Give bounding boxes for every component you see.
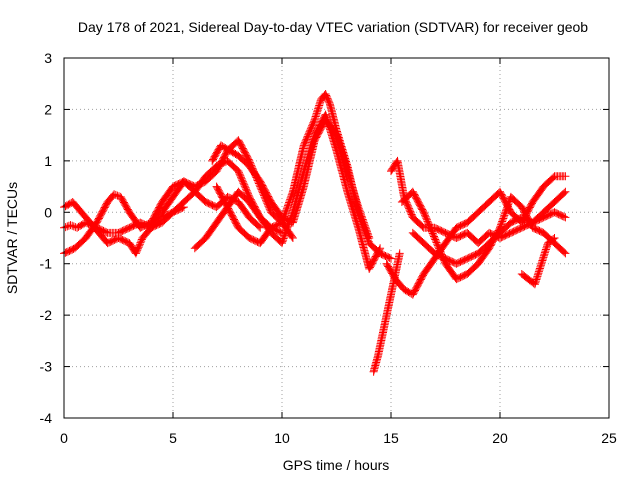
x-tick-label: 5 [169, 430, 177, 446]
series-track [208, 115, 374, 242]
axis-layer: 0 5 10 15 20 25 -4 -3 -2 -1 0 1 2 3 [40, 50, 617, 446]
series-track [408, 208, 570, 268]
x-tick-label: 25 [601, 430, 617, 446]
plot-frame [63, 57, 610, 419]
series-markers [517, 234, 559, 289]
y-tick-label: -3 [40, 359, 53, 375]
y-tick-label: -4 [40, 410, 53, 426]
series-markers [212, 182, 297, 248]
y-tick-label: 0 [44, 204, 52, 220]
x-tick-label: 15 [383, 430, 399, 446]
chart-title: Day 178 of 2021, Sidereal Day-to-day VTE… [78, 19, 588, 35]
data-layer [60, 90, 570, 376]
y-axis-label: SDTVAR / TECUs [4, 182, 20, 294]
y-tick-label: -2 [40, 307, 53, 323]
x-axis-label: GPS time / hours [283, 457, 390, 473]
y-tick-label: 3 [44, 50, 52, 66]
y-tick-label: 1 [44, 153, 52, 169]
y-tick-label: -1 [40, 256, 53, 272]
x-tick-label: 20 [492, 430, 508, 446]
x-tick-label: 0 [60, 430, 68, 446]
series-track [517, 234, 559, 289]
series-markers [408, 208, 570, 268]
x-tick-label: 10 [274, 430, 290, 446]
series-track [212, 182, 297, 248]
series-markers [208, 115, 374, 242]
y-tick-label: 2 [44, 101, 52, 117]
